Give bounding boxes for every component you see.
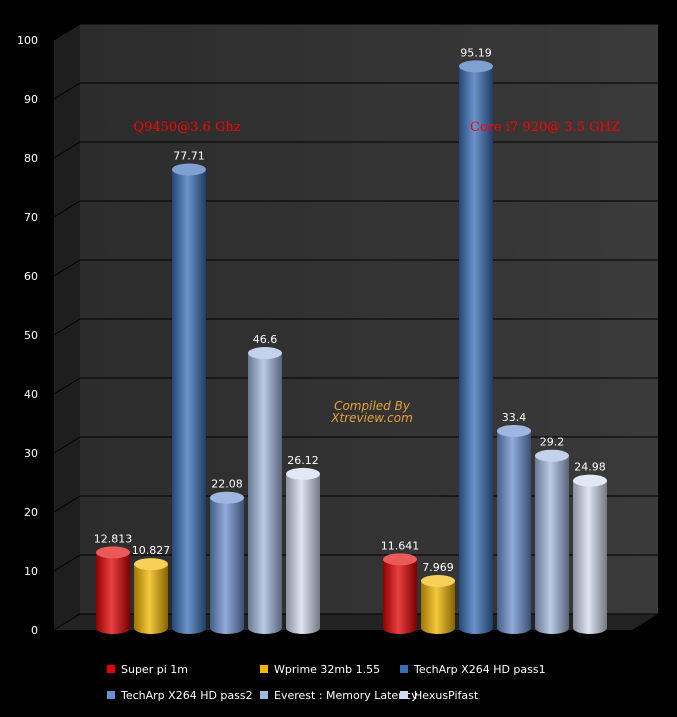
- bar: [497, 424, 531, 634]
- group-labels: Q9450@3.6 Ghz Core i7 920@ 3.5 GHZ: [133, 120, 620, 135]
- bar: [459, 60, 493, 634]
- data-label: 7.969: [422, 561, 454, 574]
- legend-label: TechArp X264 HD pass1: [413, 663, 546, 676]
- data-label: 26.12: [287, 454, 319, 467]
- y-tick-label: 80: [24, 152, 38, 165]
- bar: [535, 449, 569, 634]
- legend-swatch: [400, 691, 408, 699]
- legend-item: Wprime 32mb 1.55: [260, 663, 380, 676]
- legend-swatch: [400, 665, 408, 673]
- bar: [248, 347, 282, 634]
- data-label: 22.08: [211, 478, 243, 491]
- y-tick-label: 10: [24, 565, 38, 578]
- group-label: Core i7 920@ 3.5 GHZ: [470, 120, 620, 135]
- legend-box: [95, 657, 537, 709]
- data-label: 77.71: [173, 150, 205, 163]
- legend-swatch: [107, 665, 115, 673]
- legend-label: Wprime 32mb 1.55: [274, 663, 380, 676]
- bar: [210, 491, 244, 634]
- legend: Super pi 1m Wprime 32mb 1.55 TechArp X264 …: [95, 657, 546, 709]
- legend-label: TechArp X264 HD pass2: [120, 689, 253, 702]
- y-tick-label: 20: [24, 506, 38, 519]
- bar: [573, 474, 607, 634]
- y-tick-label: 70: [24, 211, 38, 224]
- bar: [172, 163, 206, 635]
- y-tick-label: 60: [24, 270, 38, 283]
- legend-item: Super pi 1m: [107, 663, 188, 676]
- y-tick-label: 30: [24, 447, 38, 460]
- data-label: 10.827: [132, 544, 171, 557]
- legend-item: Everest : Memory Latency: [260, 689, 418, 702]
- data-label: 29.2: [540, 436, 565, 449]
- data-label: 95.19: [460, 46, 492, 59]
- legend-item: HexusPifast: [400, 689, 479, 702]
- y-tick-label: 90: [24, 93, 38, 106]
- bar: [286, 467, 320, 634]
- group-label: Q9450@3.6 Ghz: [133, 120, 240, 135]
- bar: [383, 553, 417, 634]
- legend-item: TechArp X264 HD pass2: [107, 689, 253, 702]
- data-label: 46.6: [253, 333, 278, 346]
- data-label: 24.98: [574, 461, 606, 474]
- bars: [96, 60, 607, 635]
- data-label: 33.4: [502, 411, 527, 424]
- y-axis-ticks: 0 10 20 30 40 50 60 70 80 90 100: [17, 34, 38, 637]
- bar: [421, 574, 455, 634]
- y-tick-label: 100: [17, 34, 38, 47]
- watermark-text: Xtreview.com: [330, 411, 413, 425]
- data-label: 12.813: [94, 532, 133, 545]
- watermark-text: Compiled By: [334, 399, 411, 413]
- legend-item: TechArp X264 HD pass1: [400, 663, 546, 676]
- legend-swatch: [107, 691, 115, 699]
- legend-swatch: [260, 691, 268, 699]
- legend-label: Everest : Memory Latency: [274, 689, 418, 702]
- y-tick-label: 40: [24, 388, 38, 401]
- data-label: 11.641: [381, 539, 420, 552]
- bar: [134, 558, 168, 634]
- legend-swatch: [260, 665, 268, 673]
- y-tick-label: 0: [31, 624, 38, 637]
- bar: [96, 546, 130, 634]
- y-tick-label: 50: [24, 329, 38, 342]
- legend-label: Super pi 1m: [121, 663, 188, 676]
- legend-label: HexusPifast: [414, 689, 479, 702]
